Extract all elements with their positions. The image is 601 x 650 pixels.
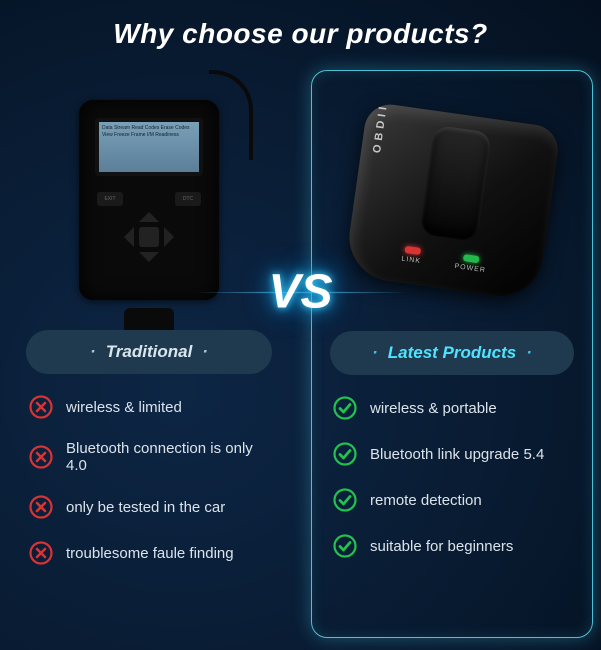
cross-icon [28,394,54,420]
feature-text: Bluetooth connection is only 4.0 [66,440,270,474]
vs-badge: VS [268,265,332,320]
scanner-screen: Data Stream Read Codes Erase Codes View … [95,118,203,176]
column-traditional: Data Stream Read Codes Erase Codes View … [8,70,290,638]
led-link: LINK [401,245,423,265]
feature-text: remote detection [370,492,482,509]
feature-text: wireless & limited [66,399,182,416]
heading-traditional-label: Traditional [106,342,193,362]
heading-traditional: Traditional [26,330,272,374]
column-latest: OBDII LINK POWER Latest Products wireles… [311,70,593,638]
check-icon [332,395,358,421]
feature-item: wireless & limited [28,394,270,420]
traditional-scanner-graphic: Data Stream Read Codes Erase Codes View … [79,100,219,300]
feature-item: only be tested in the car [28,494,270,520]
feature-item: Bluetooth connection is only 4.0 [28,440,270,474]
feature-item: remote detection [332,487,572,513]
feature-list-latest: wireless & portable Bluetooth link upgra… [312,381,592,559]
feature-text: suitable for beginners [370,538,513,555]
cross-icon [28,444,54,470]
led-power: POWER [454,253,488,274]
feature-item: Bluetooth link upgrade 5.4 [332,441,572,467]
heading-latest: Latest Products [330,331,574,375]
check-icon [332,441,358,467]
feature-text: Bluetooth link upgrade 5.4 [370,446,544,463]
scanner-cable [209,70,253,160]
feature-item: suitable for beginners [332,533,572,559]
check-icon [332,533,358,559]
comparison-container: Data Stream Read Codes Erase Codes View … [8,70,593,638]
feature-text: troublesome faule finding [66,545,234,562]
feature-item: troublesome faule finding [28,540,270,566]
feature-list-traditional: wireless & limited Bluetooth connection … [8,380,290,566]
feature-text: only be tested in the car [66,499,225,516]
scanner-dpad [114,202,184,272]
cross-icon [28,540,54,566]
heading-latest-label: Latest Products [388,343,516,363]
page-title: Why choose our products? [0,0,601,50]
obdii-adapter-graphic: OBDII LINK POWER [343,101,560,301]
cross-icon [28,494,54,520]
check-icon [332,487,358,513]
feature-text: wireless & portable [370,400,497,417]
feature-item: wireless & portable [332,395,572,421]
